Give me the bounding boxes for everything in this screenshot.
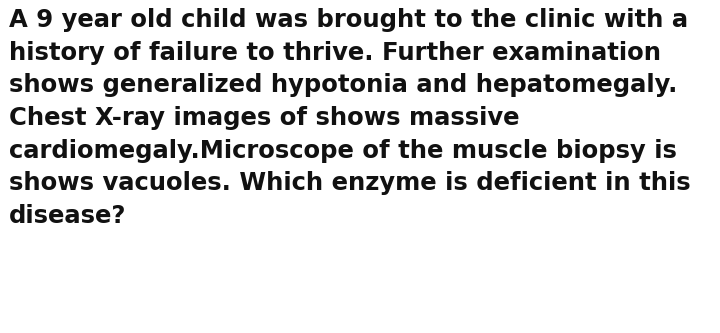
- Text: A 9 year old child was brought to the clinic with a
history of failure to thrive: A 9 year old child was brought to the cl…: [9, 8, 690, 228]
